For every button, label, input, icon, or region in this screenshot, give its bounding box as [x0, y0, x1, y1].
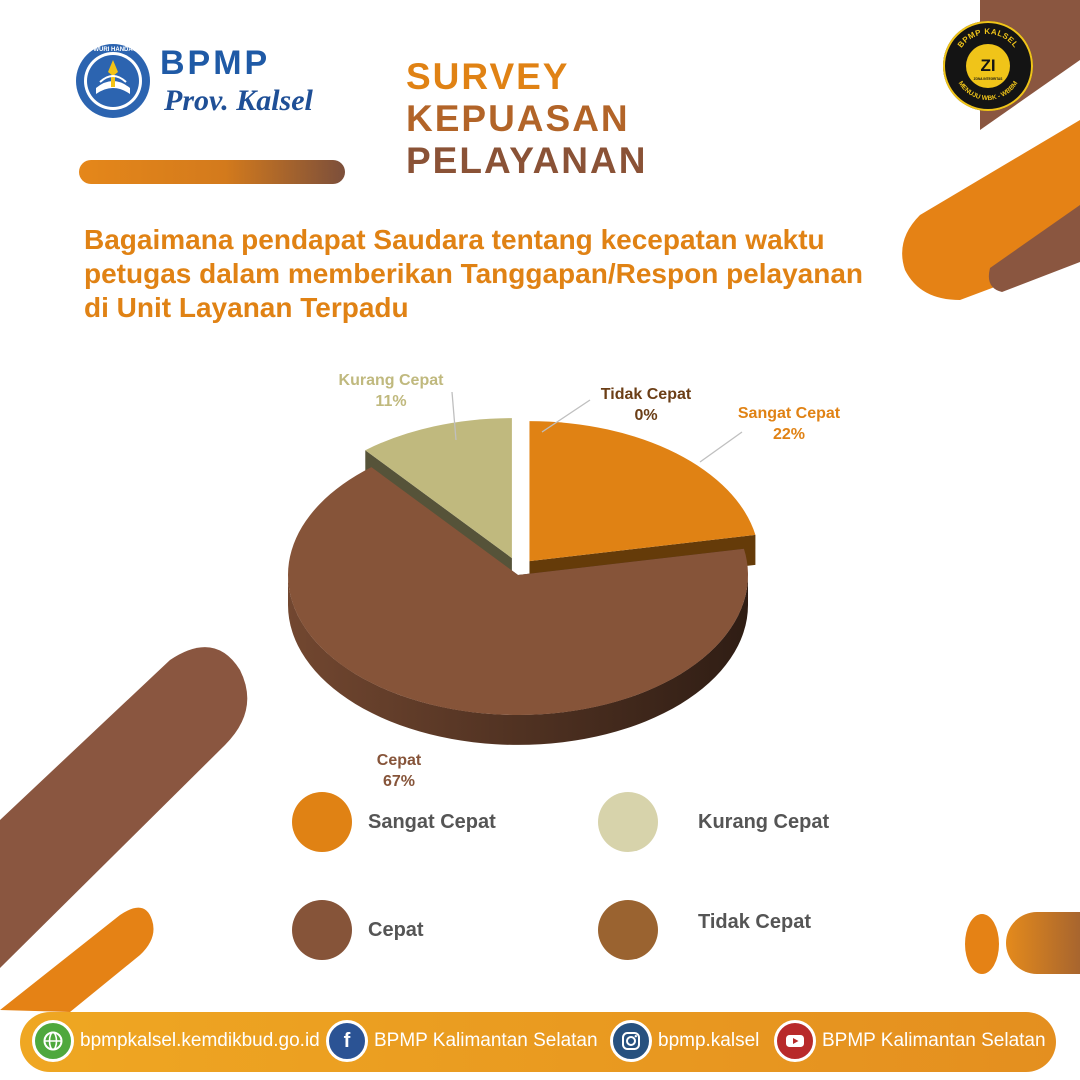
title-line-2: KEPUASAN — [406, 98, 630, 139]
globe-icon — [32, 1020, 74, 1062]
left-brown-stripe — [0, 647, 248, 968]
pie-slice-kurang-cepat — [365, 418, 512, 559]
emblem-motto: TUT WURI HANDAYANI — [80, 47, 146, 53]
bpmp-logo: TUT WURI HANDAYANI BPMP Prov. Kalsel — [74, 38, 324, 128]
slice-label-tidak-cepat: Tidak Cepat — [601, 386, 692, 403]
legend-label-cepat: Cepat — [368, 918, 424, 941]
legend-swatch-kurang-cepat — [598, 792, 658, 852]
header-divider-bar — [79, 160, 345, 184]
pie-slice-sangat-cepat — [529, 421, 756, 562]
footer-website[interactable]: bpmpkalsel.kemdikbud.go.id — [32, 1020, 320, 1062]
footer-instagram[interactable]: bpmp.kalsel — [610, 1020, 759, 1062]
legend-label-tidak-cepat: Tidak Cepat — [698, 910, 811, 933]
slice-value-cepat: 67% — [383, 773, 415, 790]
slice-value-sangat-cepat: 22% — [773, 426, 805, 443]
footer-social-bar: bpmpkalsel.kemdikbud.go.id f BPMP Kalima… — [20, 1012, 1056, 1072]
instagram-icon — [610, 1020, 652, 1062]
youtube-link[interactable]: BPMP Kalimantan Selatan — [822, 1030, 1046, 1051]
slice-value-tidak-cepat: 0% — [634, 407, 657, 424]
instagram-link[interactable]: bpmp.kalsel — [658, 1030, 760, 1051]
legend-item-sangat-cepat: Sangat Cepat — [292, 792, 496, 852]
legend-label-kurang-cepat: Kurang Cepat — [698, 810, 830, 833]
title-line-1: SURVEY — [406, 56, 570, 97]
bottom-right-orange-oval — [965, 914, 999, 974]
page-title: SURVEY KEPUASAN PELAYANAN — [406, 56, 647, 182]
org-subname: Prov. Kalsel — [164, 84, 313, 117]
legend-item-cepat: Cepat — [292, 900, 424, 960]
badge-center-text: ZI — [980, 56, 995, 75]
slice-label-sangat-cepat: Sangat Cepat — [738, 405, 841, 422]
legend-item-tidak-cepat: Tidak Cepat — [598, 900, 811, 960]
legend-swatch-tidak-cepat — [598, 900, 658, 960]
right-brown-stripe — [988, 205, 1080, 292]
footer-facebook[interactable]: f BPMP Kalimantan Selatan — [326, 1020, 598, 1062]
facebook-icon: f — [326, 1020, 368, 1062]
slice-value-kurang-cepat: 11% — [375, 393, 406, 410]
org-name: BPMP — [160, 44, 271, 82]
leader-line-tidak-cepat — [541, 399, 591, 433]
tut-wuri-handayani-emblem: TUT WURI HANDAYANI — [76, 44, 150, 118]
title-line-3: PELAYANAN — [406, 140, 648, 181]
pie-slice-cepat — [287, 467, 748, 715]
slice-label-kurang-cepat: Kurang Cepat — [339, 372, 445, 389]
legend-item-kurang-cepat: Kurang Cepat — [598, 792, 829, 852]
leader-line-kurang-cepat — [451, 391, 457, 441]
leader-line-sangat-cepat — [699, 431, 743, 463]
footer-youtube[interactable]: BPMP Kalimantan Selatan — [774, 1020, 1046, 1062]
website-link[interactable]: bpmpkalsel.kemdikbud.go.id — [80, 1030, 320, 1051]
legend-label-sangat-cepat: Sangat Cepat — [368, 810, 496, 833]
slice-label-cepat: Cepat — [377, 752, 422, 769]
legend-swatch-cepat — [292, 900, 352, 960]
bottom-right-pill — [1006, 912, 1080, 974]
left-orange-stripe — [0, 907, 154, 1012]
youtube-icon — [774, 1020, 816, 1062]
legend-swatch-sangat-cepat — [292, 792, 352, 852]
badge-small-text: ZONA INTEGRITAS — [974, 77, 1003, 81]
zona-integritas-badge: BPMP KALSEL MENUJU WBK - WBBM ZI ZONA IN… — [943, 21, 1033, 111]
facebook-link[interactable]: BPMP Kalimantan Selatan — [374, 1030, 598, 1051]
survey-question: Bagaimana pendapat Saudara tentang kecep… — [84, 224, 864, 323]
